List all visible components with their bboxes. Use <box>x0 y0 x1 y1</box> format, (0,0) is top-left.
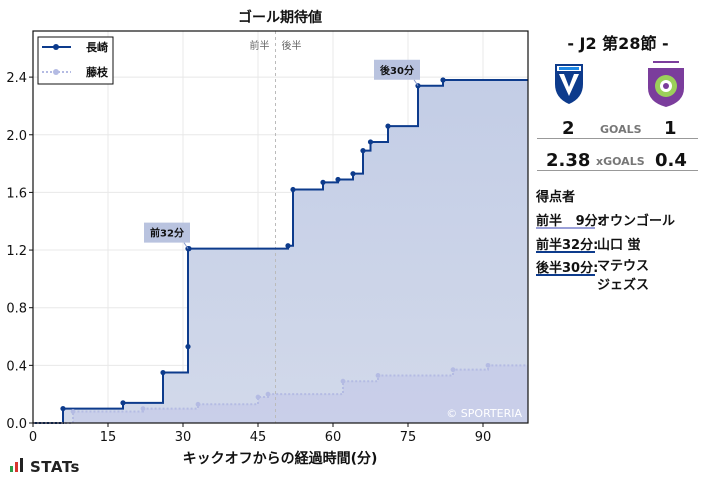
away-shot-point <box>265 391 271 397</box>
away-goals: 1 <box>664 118 677 139</box>
home-shot-point <box>120 400 126 406</box>
scorer-name: 山口 蛍 <box>597 238 641 253</box>
divider <box>537 138 698 139</box>
away-shot-point <box>255 394 261 400</box>
y-tick-label: 0.8 <box>6 302 27 317</box>
divider <box>537 170 698 171</box>
scorers-title: 得点者 <box>536 190 576 205</box>
legend-label-away: 藤枝 <box>86 65 109 79</box>
y-tick-label: 2.0 <box>6 129 27 144</box>
away-shot-point <box>375 373 381 378</box>
home-shot-point <box>360 148 366 154</box>
watermark: © SPORTERIA <box>446 407 522 420</box>
scorer-minute: 前半32分: <box>536 238 599 253</box>
x-tick-label: 45 <box>250 430 267 445</box>
xgoals-row: 2.38 xGOALS 0.4 <box>533 150 701 174</box>
scorer-minute: 後半30分: <box>536 261 599 276</box>
x-axis-title: キックオフからの経過時間(分) <box>183 450 378 467</box>
home-xg: 2.38 <box>546 150 591 171</box>
scorer-team-underline <box>536 251 595 253</box>
home-xg-line <box>33 79 528 424</box>
home-shot-point <box>367 139 374 145</box>
goals-label: GOALS <box>600 123 642 136</box>
legend-marker-away <box>53 69 59 75</box>
home-shot-point <box>350 171 356 177</box>
x-tick-label: 30 <box>175 430 192 445</box>
y-tick-label: 1.6 <box>6 186 27 201</box>
away-xg: 0.4 <box>655 150 687 171</box>
plot-frame <box>32 30 529 424</box>
away-shot-point <box>140 406 146 411</box>
home-goals: 2 <box>562 118 575 139</box>
home-shot-point <box>60 405 66 412</box>
x-tick-label: 15 <box>100 430 117 445</box>
second-half-label: 後半 <box>282 39 302 52</box>
scorer-row: 前半 9分:オウンゴール <box>536 210 675 229</box>
goal-annotation-pointer <box>183 242 189 249</box>
away-crest-icon <box>648 61 684 107</box>
goal-annotation-box <box>144 222 190 243</box>
away-shot-point <box>485 362 491 368</box>
scorer-row: 前半32分:山口 蛍 <box>536 234 641 253</box>
y-tick-label: 0.0 <box>6 417 27 432</box>
y-tick-label: 1.2 <box>6 244 27 259</box>
brand-text: STATs <box>30 458 80 476</box>
first-half-label: 前半 <box>250 39 270 52</box>
chart-title: ゴール期待値 <box>238 9 322 26</box>
xgoals-label: xGOALS <box>596 155 645 168</box>
match-title: - J2 第28節 - <box>567 34 669 53</box>
home-shot-point <box>285 243 291 249</box>
x-tick-label: 90 <box>475 430 492 445</box>
goal-annotation-pointer <box>413 79 419 87</box>
goal-annotation-label: 後30分 <box>380 64 414 77</box>
logo-bar-green <box>10 466 13 472</box>
home-crest-icon <box>555 64 583 104</box>
home-shot-point <box>185 344 191 350</box>
goal-annotation-label: 前32分 <box>150 227 184 240</box>
goals-row: 2 GOALS 1 <box>533 118 701 142</box>
legend: 長崎 藤枝 <box>37 36 114 85</box>
x-tick-label: 75 <box>400 430 417 445</box>
legend-label-home: 長崎 <box>86 40 108 54</box>
match-panel: - J2 第28節 - 2 GOALS 1 2.38 xGOALS 0.4 得点… <box>533 0 707 479</box>
y-tick-label: 0.4 <box>6 359 27 374</box>
away-xg-area <box>33 365 528 423</box>
away-shot-point <box>450 367 456 373</box>
scorer-row: 後半30分:マテウス ジェズス <box>536 257 649 295</box>
logo-bar-dark <box>20 458 23 472</box>
scorer-minute: 前半 9分: <box>536 214 603 229</box>
stats-logo: STATs <box>10 458 80 476</box>
home-shot-point <box>335 176 341 183</box>
home-shot-point <box>320 179 326 185</box>
home-shot-point <box>290 186 296 193</box>
scorer-name: マテウス ジェズス <box>597 259 650 293</box>
y-tick-label: 2.4 <box>6 71 27 86</box>
logo-bar-red <box>15 462 18 472</box>
away-shot-point <box>195 401 201 407</box>
away-shot-point <box>70 409 76 414</box>
legend-marker-home <box>53 44 59 50</box>
away-shot-point <box>340 378 346 384</box>
x-tick-label: 0 <box>29 430 37 445</box>
scorer-name: オウンゴール <box>597 214 676 229</box>
home-xg-area <box>33 80 528 423</box>
home-shot-point <box>385 123 391 129</box>
x-tick-label: 60 <box>325 430 342 445</box>
scorer-team-underline <box>536 227 595 229</box>
home-shot-point <box>440 77 446 83</box>
home-shot-point <box>160 369 166 376</box>
scorer-team-underline <box>536 274 595 276</box>
goal-annotation-box <box>374 59 420 80</box>
